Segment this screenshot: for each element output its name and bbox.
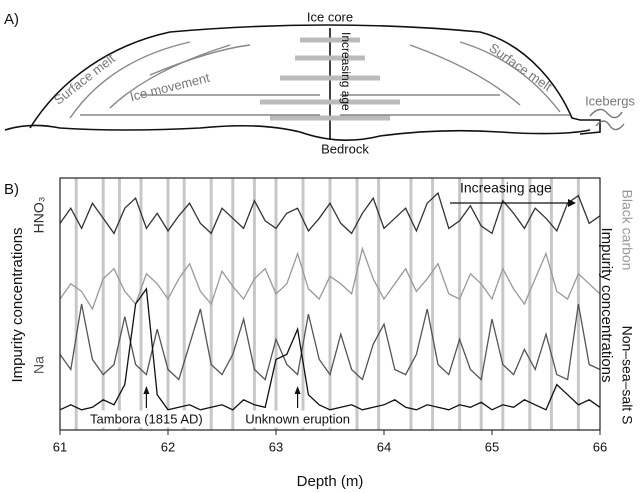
series-line <box>59 303 601 381</box>
x-tick-label: 64 <box>377 439 391 454</box>
series-line <box>59 287 601 411</box>
series-line <box>59 191 601 235</box>
x-tick-label: 65 <box>485 439 499 454</box>
increasing-age-label: Increasing age <box>339 32 353 111</box>
series-label: HNO₃ <box>31 197 47 234</box>
panel-a-drawing <box>4 24 625 141</box>
x-tick-label: 66 <box>593 439 607 454</box>
annotation-arrowhead <box>568 199 576 207</box>
series-label: Black carbon <box>619 190 635 271</box>
annotation: Unknown eruption <box>245 411 350 426</box>
annotation: Tambora (1815 AD) <box>90 411 203 426</box>
y-axis-label: Impurity concentrations <box>598 227 615 382</box>
panel-label: B) <box>4 181 19 198</box>
x-tick-label: 63 <box>269 439 283 454</box>
panel-label: A) <box>4 11 19 28</box>
annotation-arrowhead <box>143 386 150 394</box>
series-line <box>59 246 601 311</box>
annotation: Increasing age <box>460 180 552 196</box>
icebergs-label: Icebergs <box>585 93 635 108</box>
bedrock-label: Bedrock <box>321 141 369 156</box>
series-label: Non–sea–salt S <box>619 326 635 425</box>
annotation-arrowhead <box>294 386 301 394</box>
series-label: Na <box>31 356 47 374</box>
ice-core-label: Ice core <box>307 9 353 24</box>
plot-frame <box>59 177 601 431</box>
y-axis-label: Impurity concentrations <box>9 227 26 382</box>
surface-melt-label: Surface melt <box>486 40 555 94</box>
x-tick-label: 61 <box>53 439 67 454</box>
annotation-bg <box>242 410 353 428</box>
x-tick-label: 62 <box>161 439 175 454</box>
annotation-bg <box>87 410 206 428</box>
ice-movement-label: Ice movement <box>128 70 211 104</box>
x-axis-label: Depth (m) <box>297 473 364 490</box>
